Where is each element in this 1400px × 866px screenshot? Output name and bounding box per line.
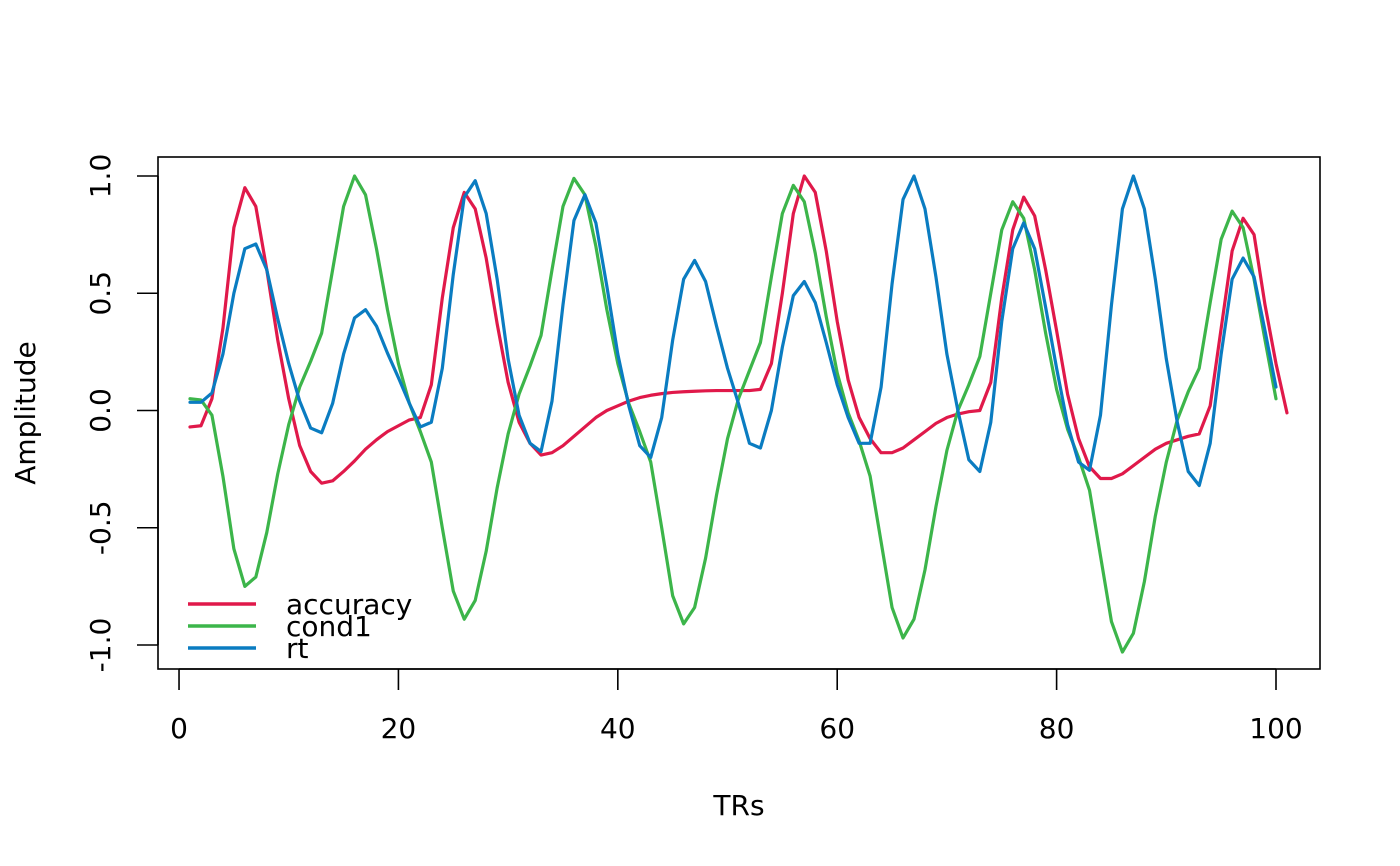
series-line-rt [188,174,1278,488]
legend-label-rt: rt [286,632,309,665]
y-axis: -1.0 -0.5 0.0 0.5 1.0 [84,154,159,673]
y-tick-label: -1.0 [84,618,117,673]
series-line-cond1 [188,174,1278,654]
x-axis: 0 20 40 60 80 100 [170,668,1303,745]
y-tick-label: 1.0 [84,154,117,199]
x-tick-label: 60 [819,712,855,745]
series-line-accuracy [188,174,1289,485]
legend-label-cond1: cond1 [286,610,372,643]
y-tick-label: 0.5 [84,271,117,316]
x-tick-label: 0 [170,712,188,745]
x-tick-label: 100 [1249,712,1302,745]
y-tick-label: 0.0 [84,388,117,433]
legend-label-accuracy: accuracy [286,588,412,621]
x-axis-label: TRs [712,789,764,822]
x-tick-label: 40 [600,712,636,745]
x-tick-label: 80 [1039,712,1075,745]
x-tick-label: 20 [381,712,417,745]
series-lines [188,174,1289,654]
y-tick-label: -0.5 [84,500,117,555]
y-axis-label: Amplitude [9,341,42,485]
